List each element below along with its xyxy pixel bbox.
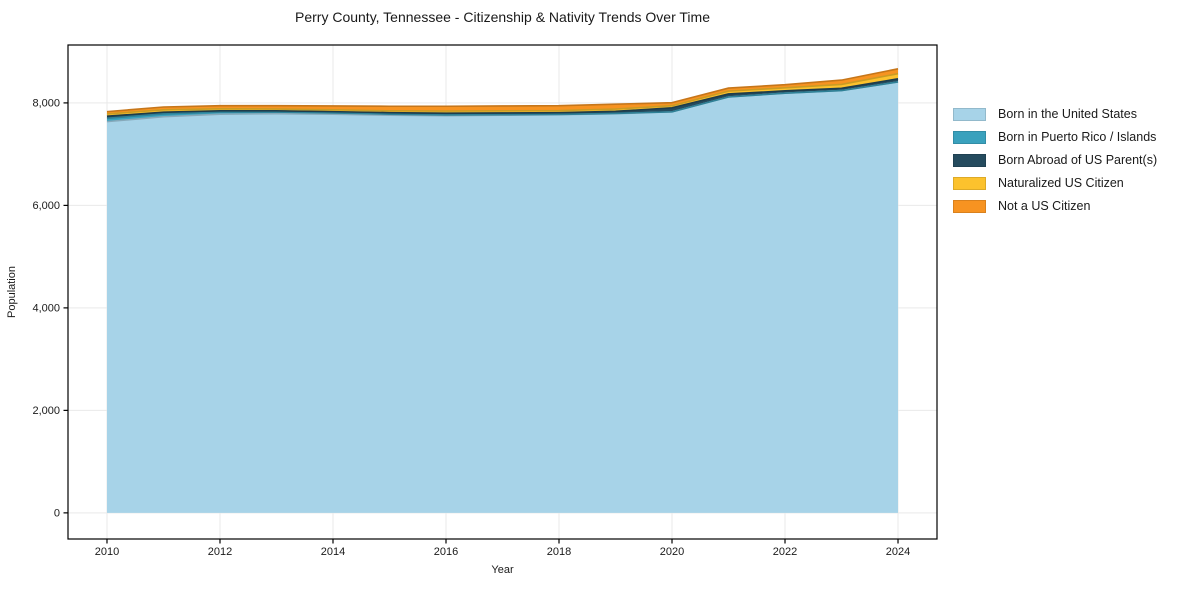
legend-item-naturalized-us-citizen: Naturalized US Citizen: [953, 177, 1157, 190]
y-tick-label: 2,000: [32, 405, 60, 417]
legend-item-born-in-puerto-rico-islands: Born in Puerto Rico / Islands: [953, 131, 1157, 144]
plot-border: [67, 44, 938, 540]
legend-label: Born Abroad of US Parent(s): [998, 153, 1158, 167]
legend-label: Naturalized US Citizen: [998, 176, 1124, 190]
y-tick-label: 0: [54, 508, 60, 520]
area-edge-naturalized-us-citizen: [106, 72, 899, 115]
legend-swatch-icon: [953, 108, 986, 121]
x-tick-label: 2024: [886, 546, 910, 558]
y-tick-label: 8,000: [32, 98, 60, 110]
x-tick-label: 2020: [660, 546, 684, 558]
x-axis-label: Year: [491, 564, 514, 576]
area-edge-not-a-us-citizen: [106, 68, 899, 113]
area-edge-born-in-puerto-rico-islands: [106, 81, 899, 120]
legend-swatch-icon: [953, 131, 986, 144]
legend-item-born-abroad-of-us-parent-s: Born Abroad of US Parent(s): [953, 154, 1157, 167]
y-axis-label: Population: [6, 266, 18, 318]
area-edge-born-abroad-of-us-parent-s: [106, 78, 899, 118]
legend-label: Born in the United States: [998, 107, 1137, 121]
chart-title: Perry County, Tennessee - Citizenship & …: [295, 9, 710, 25]
y-tick-label: 4,000: [32, 303, 60, 315]
x-tick-label: 2010: [95, 546, 119, 558]
legend-label: Not a US Citizen: [998, 199, 1091, 213]
legend-item-not-a-us-citizen: Not a US Citizen: [953, 200, 1157, 213]
area-born-in-the-united-states: [106, 81, 899, 513]
legend-swatch-icon: [953, 200, 986, 213]
y-tick-label: 6,000: [32, 200, 60, 212]
legend-label: Born in Puerto Rico / Islands: [998, 130, 1157, 144]
x-tick-label: 2014: [321, 546, 345, 558]
x-tick-label: 2018: [547, 546, 571, 558]
legend-swatch-icon: [953, 154, 986, 167]
x-tick-label: 2012: [208, 546, 232, 558]
legend-swatch-icon: [953, 177, 986, 190]
legend-item-born-in-the-united-states: Born in the United States: [953, 108, 1157, 121]
legend: Born in the United States Born in Puerto …: [953, 108, 1157, 213]
x-tick-label: 2016: [434, 546, 458, 558]
x-tick-label: 2022: [773, 546, 797, 558]
